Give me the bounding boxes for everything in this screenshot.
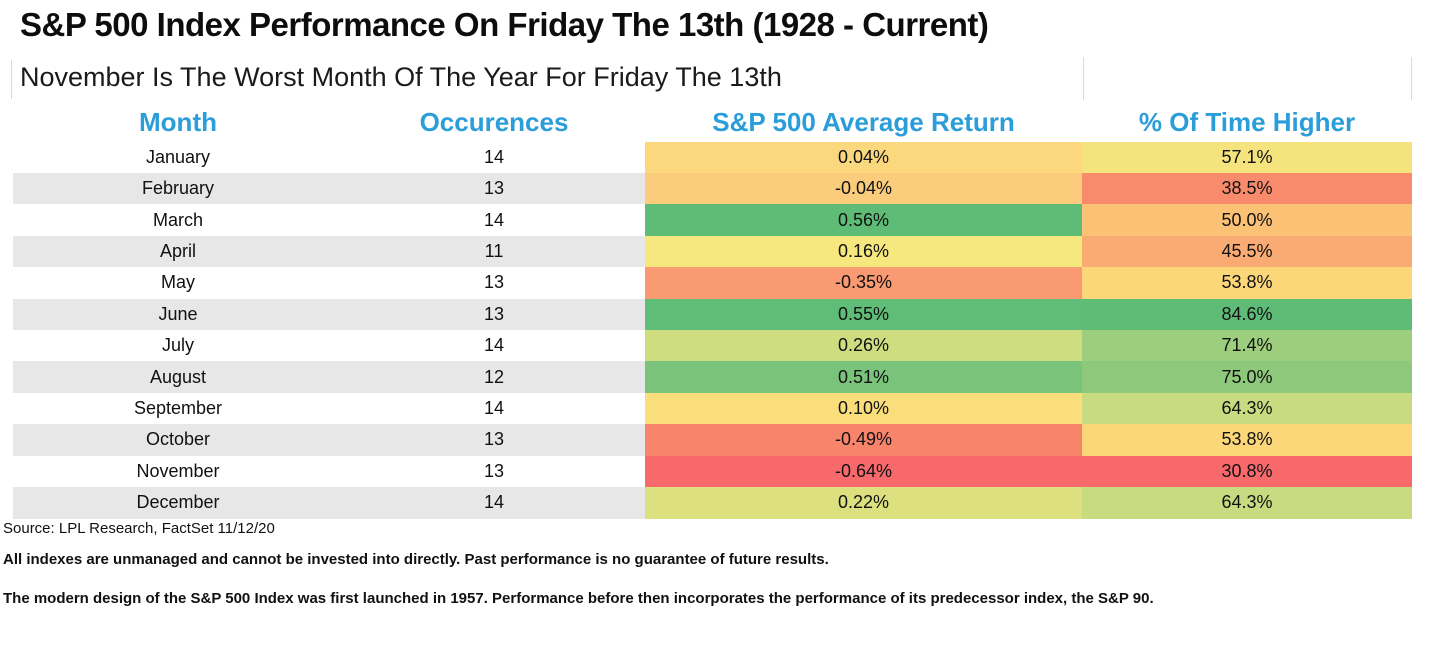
table-header-row: Month Occurences S&P 500 Average Return … bbox=[13, 103, 1412, 141]
avg-return-cell: 0.22% bbox=[645, 487, 1082, 519]
pct-higher-cell: 38.5% bbox=[1082, 172, 1412, 205]
occurences-cell: 11 bbox=[343, 235, 645, 268]
occurences-cell: 14 bbox=[483, 209, 505, 230]
subtitle-cell-right-gridline bbox=[1411, 57, 1412, 100]
occurences-cell: 14 bbox=[483, 146, 505, 167]
table-row-december: December 14 0.22% 64.3% bbox=[13, 487, 1412, 519]
subtitle-cell-mid-gridline bbox=[1083, 57, 1084, 100]
table-row-april: April 11 0.16% 45.5% bbox=[13, 235, 1412, 268]
table-row-july: July 14 0.26% 71.4% bbox=[13, 330, 1412, 362]
pct-higher-cell: 84.6% bbox=[1082, 298, 1412, 330]
month-cell: October bbox=[13, 424, 343, 456]
month-cell: May bbox=[160, 272, 195, 293]
avg-return-cell: 0.04% bbox=[645, 141, 1082, 173]
disclaimer-sp90: The modern design of the S&P 500 Index w… bbox=[3, 590, 1154, 607]
avg-return-cell: -0.35% bbox=[645, 267, 1082, 299]
pct-higher-cell: 75.0% bbox=[1082, 361, 1412, 393]
pct-higher-cell: 57.1% bbox=[1082, 141, 1412, 173]
avg-return-cell: 0.56% bbox=[645, 204, 1082, 236]
source-note: Source: LPL Research, FactSet 11/12/20 bbox=[3, 520, 275, 537]
occurences-cell: 13 bbox=[343, 172, 645, 205]
month-cell: February bbox=[13, 172, 343, 205]
column-header-pct-time-higher: % Of Time Higher bbox=[1138, 106, 1356, 137]
month-cell: August bbox=[13, 361, 343, 393]
pct-higher-cell: 30.8% bbox=[1082, 455, 1412, 488]
column-header-average-return: S&P 500 Average Return bbox=[712, 106, 1015, 137]
avg-return-cell: 0.51% bbox=[645, 361, 1082, 393]
month-cell: September bbox=[133, 398, 223, 419]
month-cell: January bbox=[145, 146, 211, 167]
avg-return-cell: -0.49% bbox=[645, 424, 1082, 456]
table-row-january: January 14 0.04% 57.1% bbox=[13, 141, 1412, 173]
occurences-cell: 14 bbox=[343, 487, 645, 519]
occurences-cell: 14 bbox=[483, 335, 505, 356]
pct-higher-cell: 53.8% bbox=[1082, 424, 1412, 456]
pct-higher-cell: 64.3% bbox=[1082, 392, 1412, 425]
month-cell: November bbox=[136, 460, 220, 481]
occurences-cell: 12 bbox=[343, 361, 645, 393]
table-row-november: November 13 -0.64% 30.8% bbox=[13, 455, 1412, 488]
occurences-cell: 13 bbox=[343, 424, 645, 456]
table-row-august: August 12 0.51% 75.0% bbox=[13, 361, 1412, 393]
pct-higher-cell: 45.5% bbox=[1082, 235, 1412, 268]
occurences-cell: 13 bbox=[343, 298, 645, 330]
disclaimer-indexes: All indexes are unmanaged and cannot be … bbox=[3, 551, 829, 568]
table-row-june: June 13 0.55% 84.6% bbox=[13, 298, 1412, 330]
pct-higher-cell: 53.8% bbox=[1082, 267, 1412, 299]
page-title: S&P 500 Index Performance On Friday The … bbox=[20, 6, 989, 43]
occurences-cell: 13 bbox=[483, 272, 505, 293]
avg-return-cell: 0.16% bbox=[645, 235, 1082, 268]
pct-higher-cell: 64.3% bbox=[1082, 487, 1412, 519]
table-row-october: October 13 -0.49% 53.8% bbox=[13, 424, 1412, 456]
avg-return-cell: 0.55% bbox=[645, 298, 1082, 330]
subtitle-cell-left-gridline bbox=[11, 60, 12, 99]
occurences-cell: 14 bbox=[483, 398, 505, 419]
month-cell: March bbox=[152, 209, 203, 230]
table-row-march: March 14 0.56% 50.0% bbox=[13, 204, 1412, 236]
page-subtitle: November Is The Worst Month Of The Year … bbox=[20, 62, 782, 92]
avg-return-cell: -0.04% bbox=[645, 172, 1082, 205]
avg-return-cell: 0.10% bbox=[645, 392, 1082, 425]
month-cell: June bbox=[13, 298, 343, 330]
month-cell: December bbox=[13, 487, 343, 519]
table-row-september: September 14 0.10% 64.3% bbox=[13, 392, 1412, 425]
pct-higher-cell: 50.0% bbox=[1082, 204, 1412, 236]
column-header-month: Month bbox=[139, 106, 217, 137]
table-row-may: May 13 -0.35% 53.8% bbox=[13, 267, 1412, 299]
month-cell: July bbox=[161, 335, 194, 356]
column-header-occurences: Occurences bbox=[419, 106, 569, 137]
avg-return-cell: 0.26% bbox=[645, 330, 1082, 362]
pct-higher-cell: 71.4% bbox=[1082, 330, 1412, 362]
month-cell: April bbox=[13, 235, 343, 268]
table-row-february: February 13 -0.04% 38.5% bbox=[13, 172, 1412, 205]
avg-return-cell: -0.64% bbox=[645, 455, 1082, 488]
occurences-cell: 13 bbox=[483, 460, 505, 481]
